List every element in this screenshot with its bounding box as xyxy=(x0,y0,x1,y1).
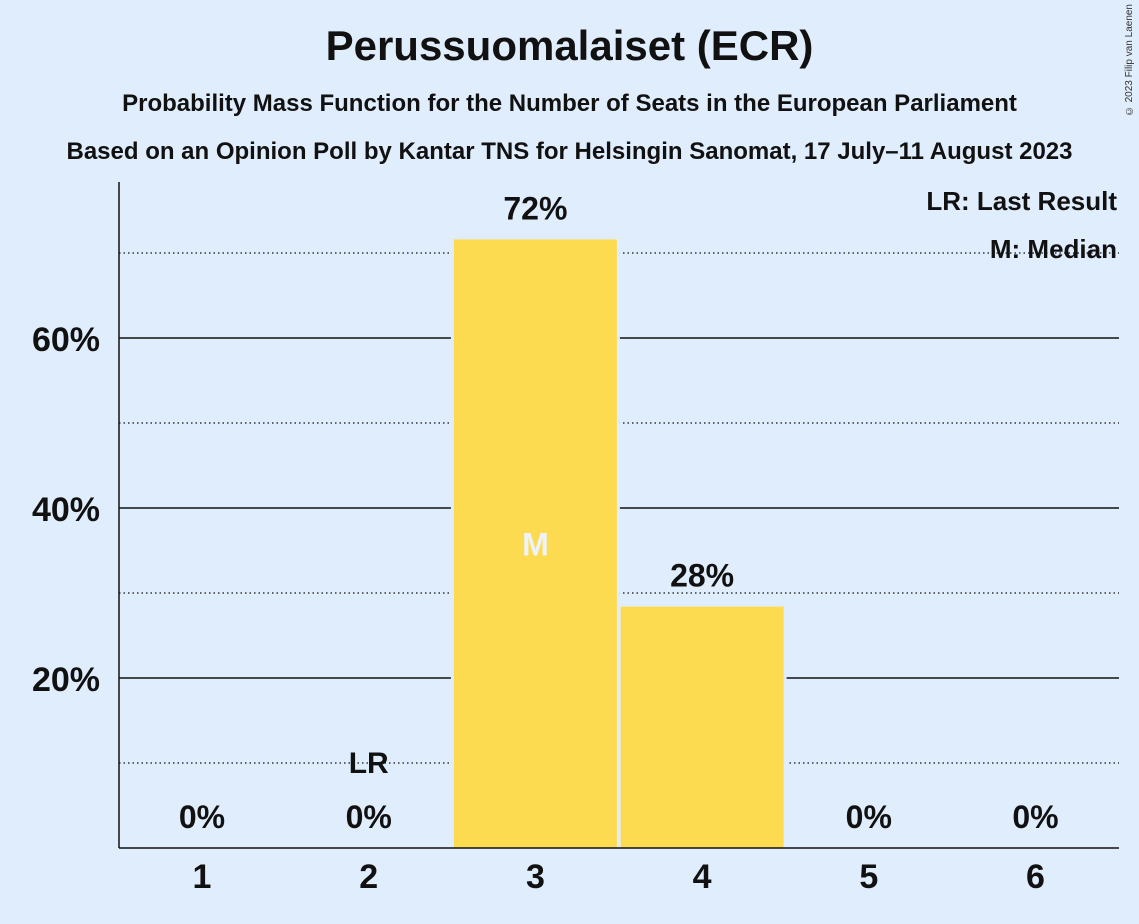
bar-seat-4 xyxy=(620,606,784,848)
data-label: 0% xyxy=(846,799,892,835)
legend-entry: LR: Last Result xyxy=(926,186,1117,216)
x-tick-label: 1 xyxy=(193,858,212,896)
legend-entry: M: Median xyxy=(990,234,1117,264)
x-tick-label: 3 xyxy=(526,858,545,896)
data-label: 0% xyxy=(179,799,225,835)
median-marker: M xyxy=(522,527,549,563)
chart-source-line: Based on an Opinion Poll by Kantar TNS f… xyxy=(66,138,1073,165)
data-label: 72% xyxy=(503,190,567,226)
y-tick-label: 20% xyxy=(32,661,100,699)
chart-subtitle: Probability Mass Function for the Number… xyxy=(122,90,1017,117)
y-tick-label: 60% xyxy=(32,321,100,359)
data-label: 28% xyxy=(670,558,734,594)
x-tick-label: 6 xyxy=(1026,858,1045,896)
bar-seat-3 xyxy=(453,239,617,848)
x-tick-label: 5 xyxy=(859,858,878,896)
x-tick-label: 4 xyxy=(693,858,712,896)
data-label: 0% xyxy=(1012,799,1058,835)
x-tick-label: 2 xyxy=(359,858,378,896)
last-result-marker: LR xyxy=(349,747,389,780)
data-label: 0% xyxy=(346,799,392,835)
chart-title: Perussuomalaiset (ECR) xyxy=(325,22,814,69)
y-tick-label: 40% xyxy=(32,491,100,529)
